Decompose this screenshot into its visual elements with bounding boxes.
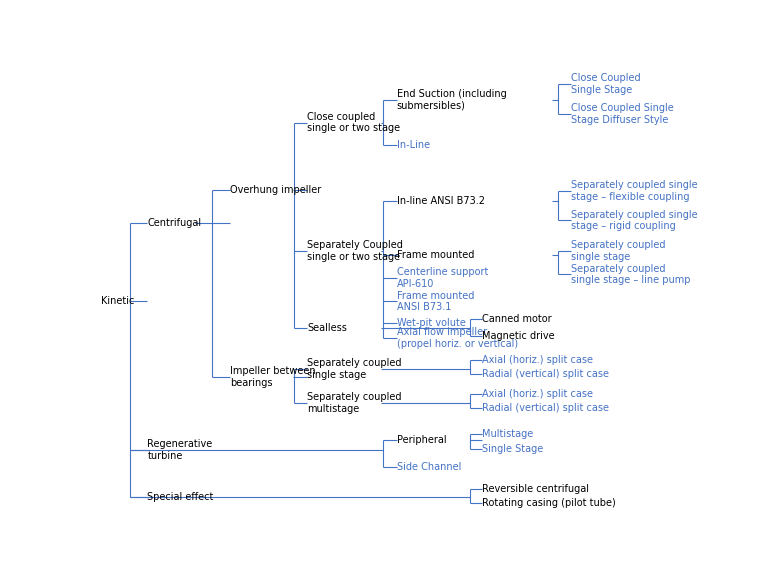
Text: Separately coupled
single stage: Separately coupled single stage: [572, 240, 665, 262]
Text: Separately coupled single
stage – flexible coupling: Separately coupled single stage – flexib…: [572, 180, 698, 202]
Text: Canned motor: Canned motor: [482, 314, 552, 324]
Text: Close Coupled Single
Stage Diffuser Style: Close Coupled Single Stage Diffuser Styl…: [572, 103, 674, 125]
Text: Centerline support
API-610: Centerline support API-610: [397, 267, 488, 289]
Text: Overhung impeller: Overhung impeller: [230, 185, 322, 195]
Text: Axial flow impeller
(propel horiz. or vertical): Axial flow impeller (propel horiz. or ve…: [397, 328, 518, 349]
Text: Regenerative
turbine: Regenerative turbine: [148, 439, 213, 461]
Text: Frame mounted: Frame mounted: [397, 250, 474, 260]
Text: Separately coupled
multistage: Separately coupled multistage: [307, 392, 401, 414]
Text: Single Stage: Single Stage: [482, 444, 544, 454]
Text: Kinetic: Kinetic: [101, 297, 134, 306]
Text: Wet-pit volute: Wet-pit volute: [397, 318, 466, 328]
Text: Centrifugal: Centrifugal: [148, 218, 201, 228]
Text: End Suction (including
submersibles): End Suction (including submersibles): [397, 89, 506, 110]
Text: Separately coupled
single stage: Separately coupled single stage: [307, 358, 401, 380]
Text: Axial (horiz.) split case: Axial (horiz.) split case: [482, 389, 593, 398]
Text: Separately coupled
single stage – line pump: Separately coupled single stage – line p…: [572, 264, 690, 285]
Text: Multistage: Multistage: [482, 429, 534, 439]
Text: Rotating casing (pilot tube): Rotating casing (pilot tube): [482, 498, 616, 508]
Text: Close Coupled
Single Stage: Close Coupled Single Stage: [572, 73, 641, 95]
Text: Side Channel: Side Channel: [397, 462, 461, 472]
Text: Radial (vertical) split case: Radial (vertical) split case: [482, 403, 609, 413]
Text: Frame mounted
ANSI B73.1: Frame mounted ANSI B73.1: [397, 291, 474, 312]
Text: Sealless: Sealless: [307, 323, 347, 333]
Text: Close coupled
single or two stage: Close coupled single or two stage: [307, 112, 400, 134]
Text: Separately coupled single
stage – rigid coupling: Separately coupled single stage – rigid …: [572, 210, 698, 231]
Text: Special effect: Special effect: [148, 492, 213, 502]
Text: Peripheral: Peripheral: [397, 435, 447, 445]
Text: Reversible centrifugal: Reversible centrifugal: [482, 484, 589, 494]
Text: Axial (horiz.) split case: Axial (horiz.) split case: [482, 355, 593, 365]
Text: In-line ANSI B73.2: In-line ANSI B73.2: [397, 196, 485, 206]
Text: Impeller between
bearings: Impeller between bearings: [230, 366, 316, 387]
Text: Separately Coupled
single or two stage: Separately Coupled single or two stage: [307, 240, 403, 262]
Text: In-Line: In-Line: [397, 140, 430, 150]
Text: Radial (vertical) split case: Radial (vertical) split case: [482, 369, 609, 380]
Text: Magnetic drive: Magnetic drive: [482, 331, 555, 341]
